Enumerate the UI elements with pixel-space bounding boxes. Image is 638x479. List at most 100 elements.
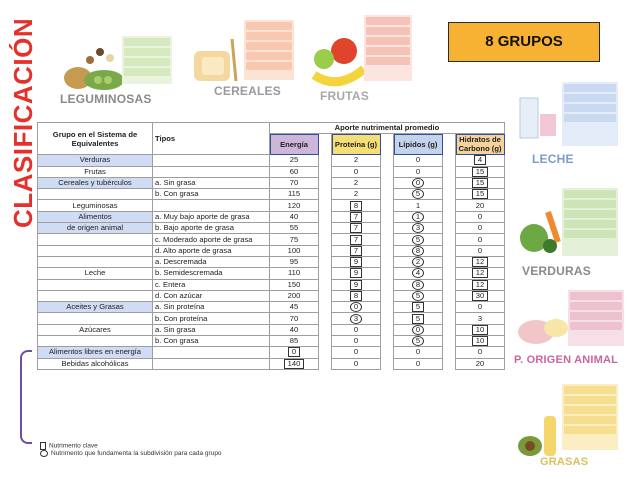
cell-tipo: a. Sin grasa [152,323,270,337]
cell-energia: 95 [269,255,319,269]
cell-hidratos: 15 [455,165,505,178]
cell-energia: 200 [269,289,319,303]
meat-icon [518,319,568,344]
cell-energia: 100 [269,244,319,257]
label-verduras: VERDURAS [522,264,591,278]
cell-tipo: c. Moderado aporte de grasa [152,233,270,246]
fruit-icon [311,38,367,87]
table-row: a. Descremada 95 9 2 12 [37,255,505,269]
cell-energia: 85 [269,335,319,348]
cell-hidratos: 0 [455,210,505,224]
cell-group [37,255,153,269]
cell-lipidos: 0 [393,323,443,337]
cell-proteina: 0 [331,335,381,348]
cell-group [37,188,153,201]
table-row: b. Con grasa 115 2 5 15 [37,188,505,201]
cell-lipidos: 0 [393,176,443,190]
col-proteina: Proteína (g) [331,133,381,156]
oil-avocado-icon [518,416,556,456]
cell-tipo: a. Descremada [152,255,270,269]
cell-proteina: 7 [331,244,381,257]
cell-group [37,244,153,257]
cell-tipo: b. Bajo aporte de grasa [152,222,270,235]
cell-proteina: 0 [331,346,381,359]
cell-hidratos: 0 [455,222,505,235]
cell-hidratos: 12 [455,255,505,269]
cell-group [37,312,153,325]
table-row: Azúcares a. Sin grasa 40 0 0 10 [37,323,505,337]
cell-proteina: 2 [331,154,381,167]
cell-group: Alimentos libres en energía [37,346,153,359]
cell-lipidos: 0 [393,357,443,370]
cell-group: Leguminosas [37,199,153,212]
cell-energia: 70 [269,312,319,325]
cell-proteina: 9 [331,267,381,280]
cell-energia: 25 [269,154,319,167]
table-row: b. Con grasa 85 0 5 10 [37,335,505,348]
label-leguminosas: LEGUMINOSAS [60,92,152,106]
cell-proteina: 7 [331,233,381,246]
cell-group [37,289,153,303]
table-row: Verduras 25 2 0 4 [37,154,505,167]
cell-tipo: d. Alto aporte de grasa [152,244,270,257]
cell-hidratos: 15 [455,188,505,201]
table-row: de origen animal b. Bajo aporte de grasa 5… [37,222,505,235]
vegetables-icon [520,211,561,253]
cell-lipidos: 2 [393,255,443,269]
cell-energia: 70 [269,176,319,190]
page-title: CLASIFICACIÓN [8,17,38,228]
cell-energia: 40 [269,210,319,224]
cell-tipo: a. Muy bajo aporte de grasa [152,210,270,224]
cell-tipo: c. Entera [152,278,270,291]
cell-lipidos: 5 [393,233,443,246]
cell-proteina: 0 [331,165,381,178]
legend-sub: Nutrimento que fundamenta la subdivisión… [40,450,222,457]
cell-hidratos: 0 [455,244,505,257]
cell-tipo [152,199,270,212]
cell-tipo: a. Sin proteína [152,301,270,314]
cereales-card: CEREALES [188,20,308,104]
leguminosas-card: LEGUMINOSAS [60,30,180,110]
cell-lipidos: 4 [393,267,443,280]
cell-group: Azúcares [37,323,153,337]
cell-lipidos: 5 [393,301,443,314]
cell-tipo [152,346,270,359]
bread-icon [194,38,238,82]
table-row: d. Con azúcar 200 8 5 30 [37,289,505,303]
table-row: d. Alto aporte de grasa 100 7 8 0 [37,244,505,257]
cell-lipidos: 0 [393,346,443,359]
frutas-card: FRUTAS [310,15,430,105]
legend: Nutrimento clave Nutrimento que fundamen… [40,442,222,457]
cell-proteina: 2 [331,188,381,201]
label-origen-animal: P. ORIGEN ANIMAL [514,354,619,366]
table-row: Frutas 60 0 0 15 [37,165,505,178]
cell-group [37,335,153,348]
label-frutas: FRUTAS [320,89,369,103]
cell-tipo: a. Sin grasa [152,176,270,190]
table-row: Leguminosas 120 8 1 20 [37,199,505,212]
cell-tipo [152,154,270,167]
cell-tipo: b. Con proteína [152,312,270,325]
col-lipidos: Lípidos (g) [393,133,443,156]
verduras-card: VERDURAS [512,188,624,278]
cell-group: de origen animal [37,222,153,235]
origen-animal-card: P. ORIGEN ANIMAL [512,290,636,370]
col-hidratos: Hidratos de Carbono (g) [455,133,505,156]
cell-lipidos: 5 [393,335,443,348]
cell-proteina: 0 [331,357,381,370]
legend-key: Nutrimento clave [40,442,222,450]
beans-icon [64,48,124,90]
cell-group: Verduras [37,154,153,167]
cell-energia: 150 [269,278,319,291]
cell-hidratos: 4 [455,154,505,167]
cell-lipidos: 8 [393,278,443,291]
cell-lipidos: 1 [393,199,443,212]
cell-proteina: 2 [331,176,381,190]
cell-proteina: 7 [331,222,381,235]
cell-proteina: 8 [331,289,381,303]
table-row: Alimentos libres en energía 0 0 0 0 [37,346,505,359]
cell-lipidos: 1 [393,210,443,224]
cell-lipidos: 3 [393,222,443,235]
cell-proteina: 7 [331,210,381,224]
leche-card: LECHE [512,82,624,166]
